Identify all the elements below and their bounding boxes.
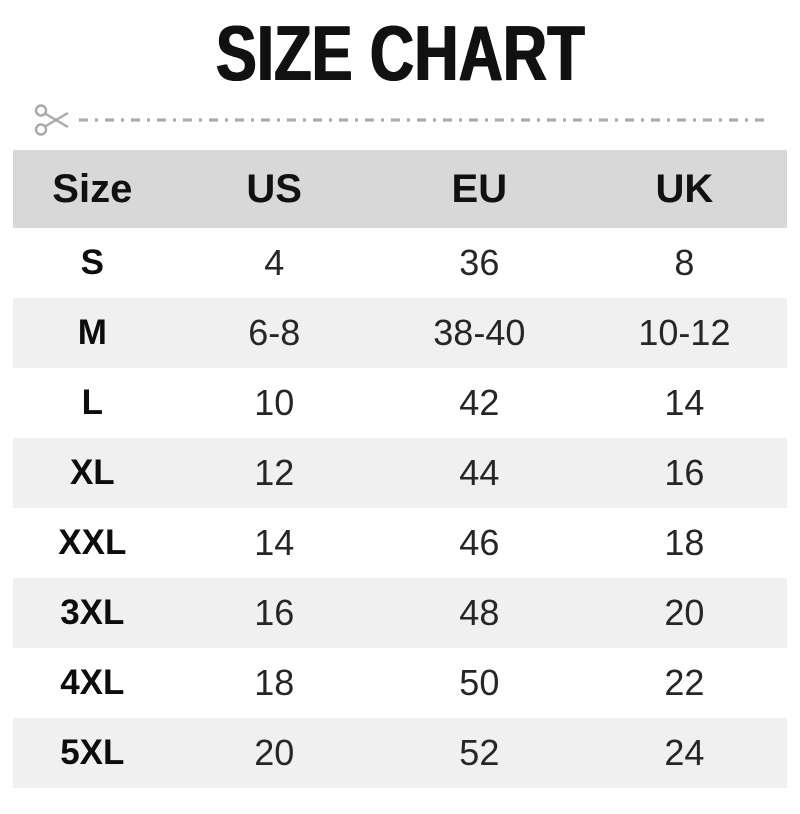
table-row: 5XL 20 52 24	[13, 718, 787, 788]
eu-value: 52	[376, 718, 582, 788]
size-label: S	[13, 228, 172, 298]
page-title: SIZE CHART	[0, 14, 800, 92]
table-row: XXL 14 46 18	[13, 508, 787, 578]
eu-value: 46	[376, 508, 582, 578]
us-value: 10	[171, 368, 377, 438]
uk-value: 8	[581, 228, 787, 298]
page-title-text: SIZE CHART	[215, 9, 585, 97]
uk-value: 16	[581, 438, 787, 508]
us-value: 4	[171, 228, 377, 298]
column-header-size: Size	[13, 150, 172, 228]
eu-value: 42	[376, 368, 582, 438]
size-label: L	[13, 368, 172, 438]
us-value: 6-8	[171, 298, 377, 368]
eu-value: 48	[376, 578, 582, 648]
size-label: 5XL	[13, 718, 172, 788]
table-row: XL 12 44 16	[13, 438, 787, 508]
size-label: M	[13, 298, 172, 368]
eu-value: 50	[376, 648, 582, 718]
uk-value: 18	[581, 508, 787, 578]
us-value: 12	[171, 438, 377, 508]
size-chart-page: SIZE CHART Size US EU UK	[0, 14, 800, 814]
uk-value: 22	[581, 648, 787, 718]
table-row: S 4 36 8	[13, 228, 787, 298]
eu-value: 36	[376, 228, 582, 298]
column-header-us: US	[171, 150, 377, 228]
eu-value: 38-40	[376, 298, 582, 368]
table-row: 3XL 16 48 20	[13, 578, 787, 648]
cut-line	[34, 98, 800, 142]
us-value: 16	[171, 578, 377, 648]
table-row: 4XL 18 50 22	[13, 648, 787, 718]
uk-value: 10-12	[581, 298, 787, 368]
column-header-uk: UK	[581, 150, 787, 228]
uk-value: 24	[581, 718, 787, 788]
size-label: XXL	[13, 508, 172, 578]
us-value: 18	[171, 648, 377, 718]
table-header-row: Size US EU UK	[13, 150, 787, 228]
us-value: 20	[171, 718, 377, 788]
eu-value: 44	[376, 438, 582, 508]
table-row: M 6-8 38-40 10-12	[13, 298, 787, 368]
dashed-cut-line	[79, 118, 769, 122]
size-label: XL	[13, 438, 172, 508]
table-row: L 10 42 14	[13, 368, 787, 438]
size-label: 4XL	[13, 648, 172, 718]
column-header-eu: EU	[376, 150, 582, 228]
us-value: 14	[171, 508, 377, 578]
scissors-icon	[34, 104, 69, 136]
size-label: 3XL	[13, 578, 172, 648]
uk-value: 14	[581, 368, 787, 438]
size-chart-table: Size US EU UK S 4 36 8 M 6-8 38-40 10-12…	[13, 150, 787, 788]
uk-value: 20	[581, 578, 787, 648]
